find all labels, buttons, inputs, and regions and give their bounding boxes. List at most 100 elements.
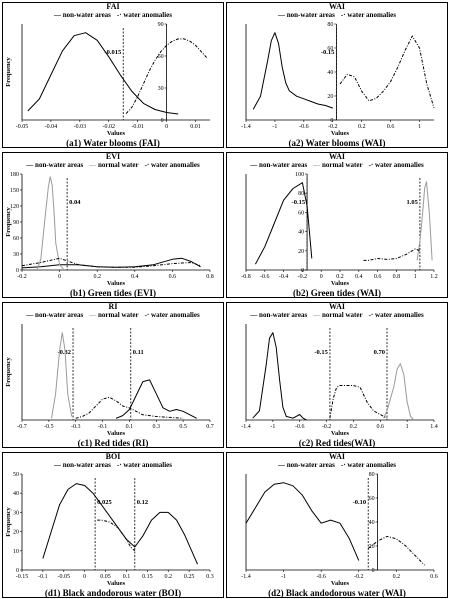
chart-panel: WAI — non-water areas -· water anomalies (a… xyxy=(226,2,448,148)
threshold-label: 0.12 xyxy=(137,499,148,506)
legend-label: water anomalies xyxy=(375,311,424,319)
legend-label: non-water areas xyxy=(286,11,335,19)
x-axis-label: Values xyxy=(331,580,350,587)
legend-swatch: — xyxy=(250,311,260,319)
legend-entry: — non-water areas xyxy=(250,161,307,169)
x-tick-label: 0.2 xyxy=(164,574,172,580)
chart-panel: WAI — non-water areas -· water anomalies (d… xyxy=(226,452,448,598)
legend-label: normal water xyxy=(321,311,363,319)
x-axis-label: Values xyxy=(331,430,350,437)
chart-svg: -0.15 -0.1 -0.05 0 0.05 0.1 0.15 0.2 0.25 0.3 Valu… xyxy=(5,472,214,587)
chart-svg: -1.4 -1 -0.6 -0.2 0.2 0.6 1 1.4 Values -0.15 0.70 xyxy=(241,324,438,437)
x-tick-label: 0.7 xyxy=(206,424,214,430)
legend-entry: — non-water areas xyxy=(54,461,111,469)
y-axis-label: Frequency xyxy=(5,57,12,87)
legend-label: water anomalies xyxy=(123,461,172,469)
x-tick-label: -0.6 xyxy=(260,274,270,280)
y-tick-label: 30 xyxy=(13,252,19,258)
x-tick-label: 0.01 xyxy=(190,124,201,130)
legend-entry: — non-water areas xyxy=(54,11,111,19)
x-tick-label: 0 xyxy=(165,124,168,130)
y-right-tick-label: 0 xyxy=(301,268,304,274)
legend-entry: — normal water xyxy=(89,161,138,169)
x-axis-label: Values xyxy=(331,130,350,137)
x-tick-label: 0.8 xyxy=(206,274,214,280)
y-tick-label: 60 xyxy=(13,236,19,242)
series-line xyxy=(245,482,360,561)
x-tick-label: -1 xyxy=(270,424,275,430)
series-line xyxy=(125,38,208,114)
chart-title: RI xyxy=(108,302,118,311)
x-tick-label: -0.6 xyxy=(316,574,326,580)
legend-swatch: -· xyxy=(116,461,124,469)
x-tick-label: 0 xyxy=(83,574,86,580)
series-line xyxy=(115,379,197,419)
y-tick-label: 0 xyxy=(16,268,19,274)
chart-title: FAI xyxy=(106,2,120,11)
threshold-label: 0.025 xyxy=(97,499,112,506)
y-right-tick-label: 80 xyxy=(298,191,304,197)
y-right-tick-label: 30 xyxy=(158,86,164,92)
x-tick-label: 0.6 xyxy=(387,124,395,130)
series-line xyxy=(367,535,425,566)
panel-border xyxy=(2,452,224,598)
y-tick-label: 40 xyxy=(13,491,19,497)
legend-label: non-water areas xyxy=(286,461,335,469)
chart-title: WAI xyxy=(328,152,345,161)
y-axis-label: Frequency xyxy=(5,357,12,387)
chart-svg: -1.4 -1 -0.6 -0.2 0.2 0.6 Values 0 20 40 60 80 -0.10 xyxy=(241,472,438,587)
threshold-label: -0.15 xyxy=(321,49,335,56)
x-tick-label: -0.5 xyxy=(44,424,54,430)
legend-label: water anomalies xyxy=(347,461,396,469)
legend-entry: — non-water areas xyxy=(278,11,335,19)
legend-entry: -· water anomalies xyxy=(145,311,200,319)
y-right-tick-label: 20 xyxy=(369,544,375,550)
x-tick-label: 0.6 xyxy=(430,574,438,580)
y-right-tick-label: 60 xyxy=(369,496,375,502)
x-tick-label: -0.6 xyxy=(299,124,309,130)
series-line xyxy=(363,248,421,261)
series-line xyxy=(36,176,64,271)
legend-label: non-water areas xyxy=(35,311,84,319)
x-tick-label: -0.02 xyxy=(103,124,116,130)
series-line xyxy=(21,257,201,268)
legend-label: normal water xyxy=(97,161,139,169)
legend-entry: — non-water areas xyxy=(26,311,83,319)
x-axis-label: Values xyxy=(331,280,350,287)
x-tick-label: 0.4 xyxy=(355,274,363,280)
y-tick-label: 180 xyxy=(10,172,19,178)
chart-legend: — non-water areas — normal water -· water … xyxy=(2,161,224,169)
chart-title: WAI xyxy=(328,452,345,461)
legend-entry: -· water anomalies xyxy=(369,311,424,319)
chart-svg: -0.8 -0.6 -0.4 -0.2 0 0.2 0.4 0.6 0.8 1 1.2Values0… xyxy=(241,172,438,287)
y-right-tick-label: 40 xyxy=(298,230,304,236)
legend-swatch: -· xyxy=(144,161,152,169)
legend-label: normal water xyxy=(321,161,363,169)
x-tick-label: 0.2 xyxy=(358,124,366,130)
legend-label: non-water areas xyxy=(259,161,308,169)
x-tick-label: 0.05 xyxy=(100,574,111,580)
legend-swatch: — xyxy=(89,161,98,169)
legend-label: normal water xyxy=(97,311,139,319)
legend-label: non-water areas xyxy=(62,11,111,19)
x-tick-label: -0.7 xyxy=(17,424,27,430)
y-tick-label: 90 xyxy=(13,220,19,226)
y-right-tick-label: 20 xyxy=(298,249,304,255)
legend-entry: -· water anomalies xyxy=(369,161,424,169)
y-right-tick-label: 60 xyxy=(158,54,164,60)
legend-entry: -· water anomalies xyxy=(117,461,172,469)
chart-caption: (a1) Water blooms (FAI) xyxy=(66,138,160,148)
legend-entry: — non-water areas xyxy=(26,161,83,169)
chart-panel: EVI — non-water areas — normal water -· wat… xyxy=(2,152,224,298)
legend-entry: -· water anomalies xyxy=(145,161,200,169)
panel-border xyxy=(2,152,224,298)
legend-swatch: -· xyxy=(368,161,376,169)
x-tick-label: -0.1 xyxy=(38,574,48,580)
x-tick-label: 1 xyxy=(414,274,417,280)
y-axis-label: Frequency xyxy=(5,207,12,237)
chart-caption: (d1) Black andodorous water (BOI) xyxy=(44,588,182,598)
legend-label: non-water areas xyxy=(35,161,84,169)
y-tick-label: 50 xyxy=(13,472,19,478)
legend-swatch: — xyxy=(26,161,36,169)
series-line xyxy=(416,181,433,261)
